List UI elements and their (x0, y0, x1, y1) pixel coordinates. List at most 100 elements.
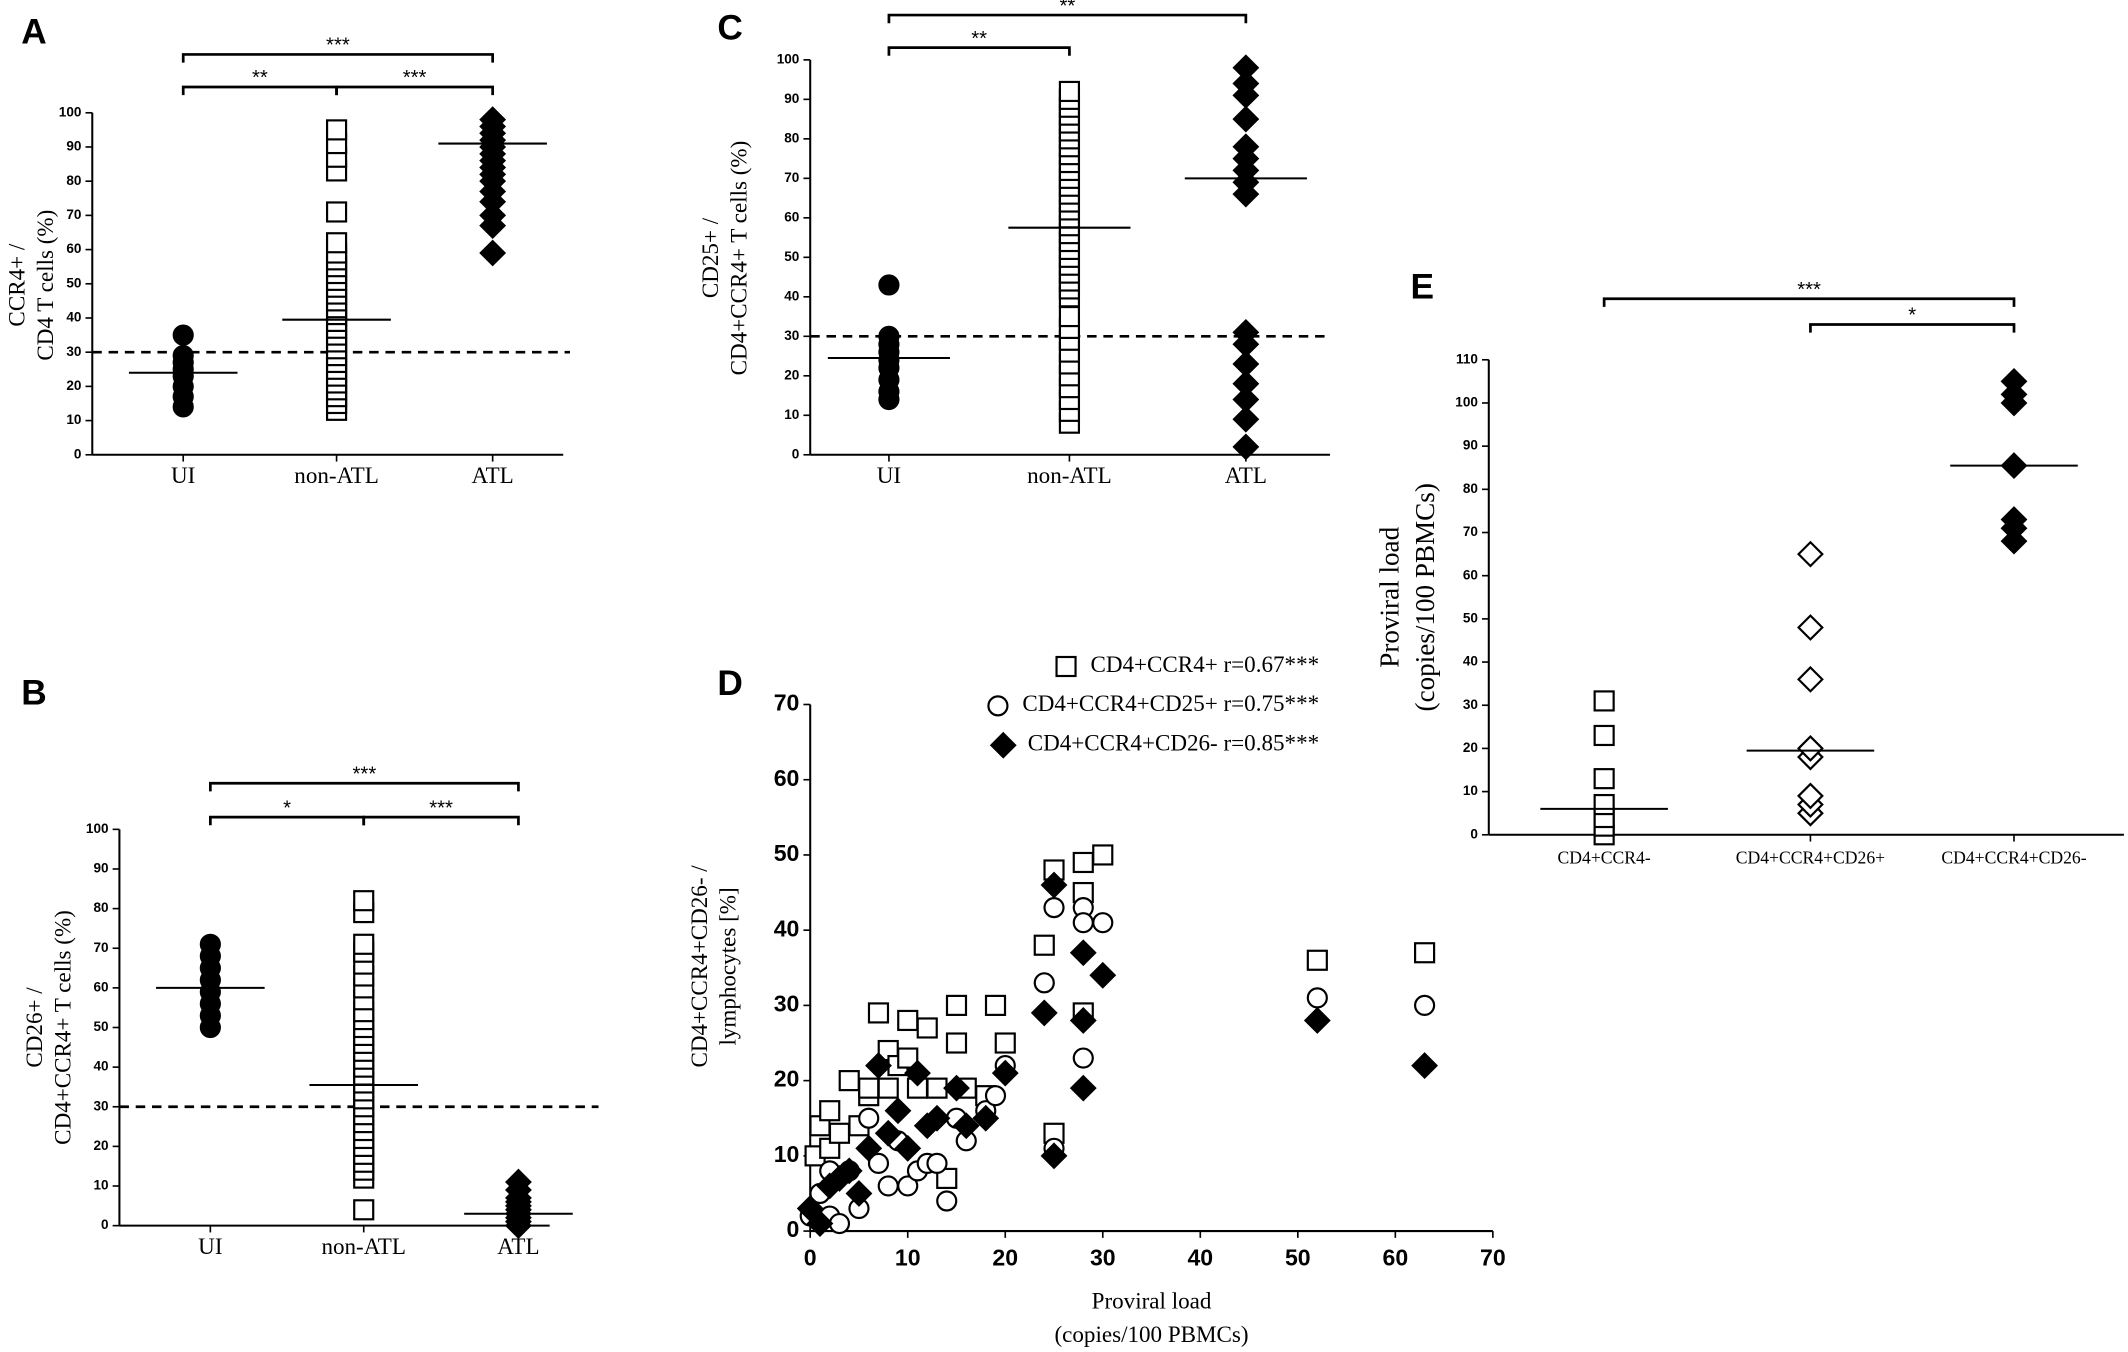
data-point (897, 1009, 919, 1032)
y-tick-label: 70 (1463, 524, 1478, 539)
data-point (943, 1074, 970, 1102)
data-point (1072, 912, 1094, 934)
data-point (479, 106, 507, 134)
data-point (325, 232, 348, 254)
data-point (1306, 949, 1328, 971)
y-tick-label: 90 (784, 91, 799, 106)
data-point (865, 1052, 892, 1079)
data-point (172, 345, 194, 367)
y-tick-label: 10 (784, 407, 799, 422)
data-point (1232, 405, 1260, 433)
data-point (1092, 912, 1114, 934)
x-tick-label: 10 (895, 1245, 921, 1271)
y-axis-label: CD4+CCR4+ T cells (%) (49, 910, 75, 1145)
y-tick-label: 30 (93, 1098, 108, 1113)
data-point (1414, 994, 1436, 1016)
data-point (1092, 844, 1114, 866)
y-tick-label: 90 (66, 139, 81, 154)
data-point (1033, 934, 1055, 956)
data-point (1593, 768, 1615, 790)
data-point (325, 119, 348, 141)
data-point (1232, 350, 1260, 378)
data-point (936, 1167, 958, 1190)
y-tick-label: 100 (1455, 395, 1478, 410)
data-point (1797, 782, 1824, 810)
x-tick-label: UI (171, 462, 195, 488)
x-tick-label: 30 (1090, 1245, 1116, 1271)
data-point (867, 1152, 890, 1174)
data-point (479, 239, 507, 267)
data-point (877, 1077, 899, 1099)
y-tick-label: 10 (66, 412, 81, 427)
y-tick-label: 0 (101, 1217, 109, 1232)
y-tick-label: 80 (66, 173, 81, 188)
y-tick-label: 20 (93, 1138, 108, 1153)
data-point (936, 1190, 958, 1212)
significance-bracket (209, 781, 520, 792)
y-axis-label: lymphocytes [%] (714, 887, 740, 1045)
data-point (1069, 939, 1097, 967)
data-point (353, 933, 375, 955)
y-tick-label: 10 (1463, 783, 1478, 798)
data-point (1072, 1047, 1094, 1069)
data-point (1306, 987, 1328, 1009)
data-point (1069, 1074, 1097, 1102)
panel-label: B (21, 673, 46, 712)
x-tick-label: CD4+CCR4+CD26- (1941, 847, 2086, 867)
significance-bracket (335, 85, 494, 96)
significance-label: * (1908, 305, 1916, 327)
x-tick-label: 20 (992, 1245, 1018, 1271)
y-tick-label: 50 (1463, 610, 1478, 625)
data-point (984, 994, 1007, 1016)
y-tick-label: 50 (93, 1019, 108, 1034)
data-point (991, 1059, 1019, 1087)
data-point (806, 1210, 834, 1237)
y-tick-label: 30 (784, 328, 799, 343)
significance-bracket (887, 13, 1248, 24)
data-point (1232, 105, 1260, 133)
data-point (1043, 897, 1065, 919)
y-tick-label: 30 (1463, 697, 1478, 712)
data-point (1232, 386, 1260, 413)
significance-bracket (362, 815, 520, 826)
data-point (1040, 1142, 1068, 1170)
y-tick-label: 60 (66, 241, 81, 256)
data-point (945, 1032, 968, 1054)
data-point (819, 1100, 841, 1122)
panel-label: A (21, 12, 46, 51)
y-tick-label: 0 (787, 1216, 800, 1242)
legend-label: CD4+CCR4+CD26- r=0.85*** (1028, 730, 1319, 756)
legend-label: CD4+CCR4+CD25+ r=0.75*** (1022, 690, 1319, 716)
data-point (972, 1104, 1000, 1132)
x-axis-label: (copies/100 PBMCs) (1054, 1321, 1248, 1347)
data-point (845, 1180, 873, 1207)
x-tick-label: 70 (1480, 1245, 1506, 1271)
y-tick-label: 80 (784, 130, 799, 145)
data-point (952, 1112, 980, 1140)
y-tick-label: 80 (1463, 481, 1478, 496)
y-tick-label: 90 (1463, 438, 1478, 453)
data-point (1232, 433, 1260, 461)
data-point (897, 1047, 919, 1069)
significance-bracket (887, 46, 1071, 56)
data-point (199, 933, 221, 955)
y-axis-label: CD4+CCR4+CD26- / (686, 865, 712, 1068)
x-tick-label: 0 (804, 1245, 817, 1271)
y-tick-label: 100 (777, 51, 800, 66)
panel-label: E (1411, 268, 1435, 307)
y-tick-label: 50 (66, 275, 81, 290)
data-point (878, 274, 900, 296)
y-tick-label: 10 (93, 1178, 108, 1193)
panel-label: D (717, 664, 742, 703)
data-point (353, 1199, 375, 1221)
data-point (505, 1168, 532, 1196)
data-point (877, 1175, 899, 1197)
y-axis-label: CD25+ / (697, 217, 723, 298)
data-point (325, 201, 348, 223)
significance-label: *** (326, 35, 350, 57)
data-point (878, 325, 900, 347)
data-point (926, 1152, 948, 1174)
data-point (838, 1070, 860, 1092)
data-point (1232, 318, 1260, 346)
data-point (1232, 70, 1260, 97)
